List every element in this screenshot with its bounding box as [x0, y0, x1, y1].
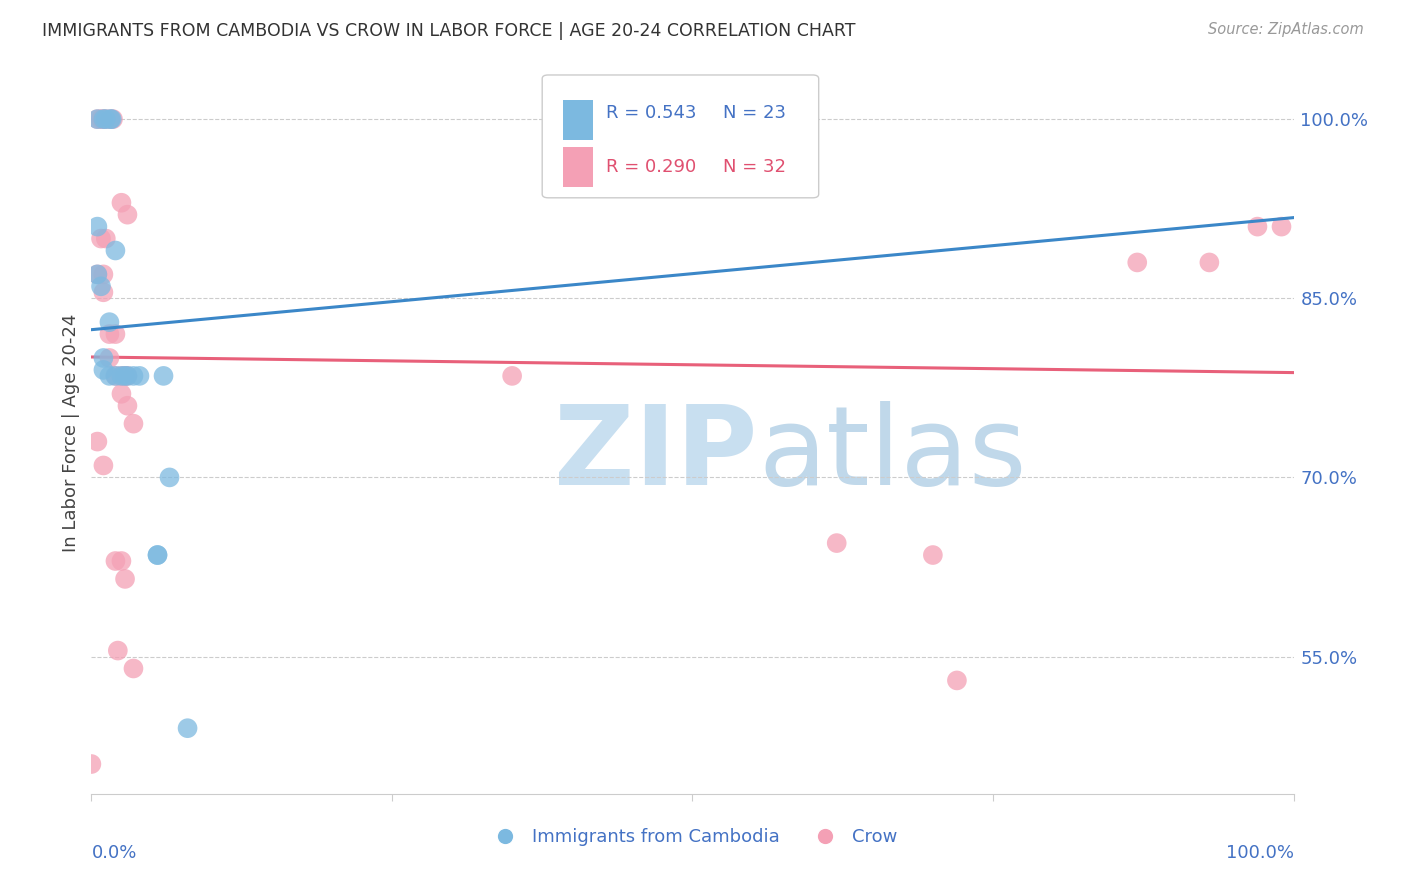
Point	[114, 572, 136, 586]
Text: ZIP: ZIP	[554, 401, 758, 508]
Point	[86, 268, 108, 282]
Point	[93, 458, 115, 473]
Point	[122, 368, 145, 383]
Point	[110, 554, 132, 568]
Point	[1246, 219, 1268, 234]
Text: atlas: atlas	[759, 401, 1026, 508]
Point	[104, 554, 127, 568]
Text: Source: ZipAtlas.com: Source: ZipAtlas.com	[1208, 22, 1364, 37]
Point	[176, 721, 198, 735]
Point	[128, 368, 150, 383]
Point	[93, 268, 115, 282]
Text: R = 0.543: R = 0.543	[606, 104, 696, 122]
Point	[501, 368, 523, 383]
Point	[101, 112, 124, 127]
Point	[946, 673, 969, 688]
Point	[152, 368, 174, 383]
Legend: Immigrants from Cambodia, Crow: Immigrants from Cambodia, Crow	[479, 821, 905, 854]
Point	[86, 112, 108, 127]
Point	[117, 208, 139, 222]
Point	[114, 368, 136, 383]
Point	[93, 112, 115, 127]
FancyBboxPatch shape	[562, 147, 593, 187]
Point	[98, 315, 121, 329]
Text: IMMIGRANTS FROM CAMBODIA VS CROW IN LABOR FORCE | AGE 20-24 CORRELATION CHART: IMMIGRANTS FROM CAMBODIA VS CROW IN LABO…	[42, 22, 856, 40]
Point	[159, 470, 181, 484]
Point	[104, 368, 127, 383]
Point	[561, 112, 583, 127]
Y-axis label: In Labor Force | Age 20-24: In Labor Force | Age 20-24	[62, 313, 80, 552]
Point	[90, 231, 112, 245]
Point	[80, 757, 103, 772]
Point	[86, 268, 108, 282]
Point	[114, 368, 136, 383]
Text: N = 23: N = 23	[723, 104, 786, 122]
FancyBboxPatch shape	[562, 100, 593, 140]
Point	[110, 368, 132, 383]
Point	[1198, 255, 1220, 269]
Point	[922, 548, 945, 562]
Point	[117, 368, 139, 383]
Point	[98, 327, 121, 342]
FancyBboxPatch shape	[543, 75, 818, 198]
Point	[93, 363, 115, 377]
Point	[110, 386, 132, 401]
Point	[101, 112, 124, 127]
Point	[90, 279, 112, 293]
Point	[94, 112, 117, 127]
Point	[104, 368, 127, 383]
Point	[146, 548, 169, 562]
Point	[98, 351, 121, 365]
Point	[110, 195, 132, 210]
Point	[107, 643, 129, 657]
Point	[104, 244, 127, 258]
Point	[94, 231, 117, 245]
Point	[93, 351, 115, 365]
Point	[93, 285, 115, 300]
Text: 0.0%: 0.0%	[91, 845, 136, 863]
Point	[122, 661, 145, 675]
Point	[117, 368, 139, 383]
Point	[825, 536, 848, 550]
Text: 100.0%: 100.0%	[1226, 845, 1294, 863]
Point	[1126, 255, 1149, 269]
Point	[94, 112, 117, 127]
Point	[117, 399, 139, 413]
Point	[86, 434, 108, 449]
Point	[86, 219, 108, 234]
Point	[100, 112, 122, 127]
Point	[90, 112, 112, 127]
Point	[104, 327, 127, 342]
Point	[146, 548, 169, 562]
Point	[98, 368, 121, 383]
Point	[93, 112, 115, 127]
Point	[100, 112, 122, 127]
Point	[86, 112, 108, 127]
Point	[110, 368, 132, 383]
Text: N = 32: N = 32	[723, 159, 786, 177]
Point	[1270, 219, 1292, 234]
Text: R = 0.290: R = 0.290	[606, 159, 696, 177]
Point	[122, 417, 145, 431]
